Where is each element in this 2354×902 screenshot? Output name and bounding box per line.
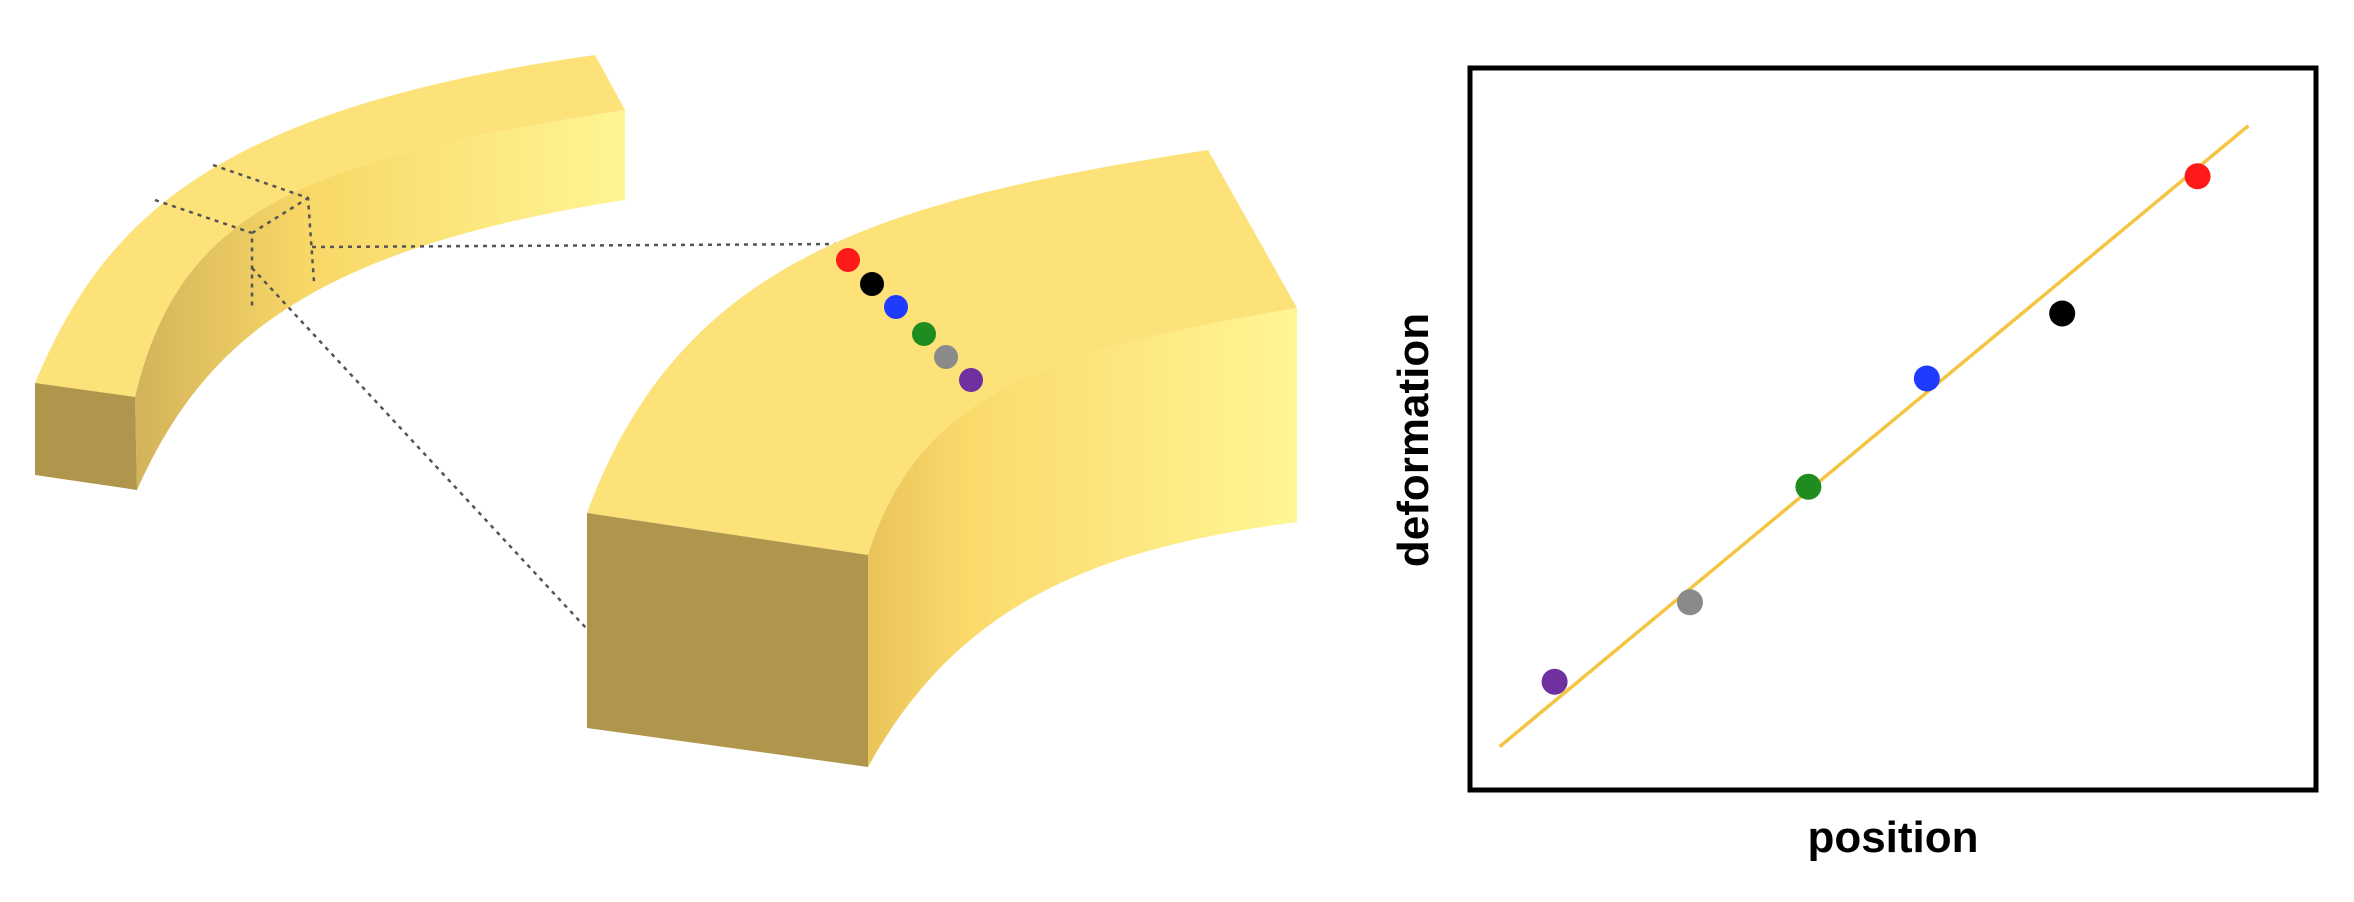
data-point-3 xyxy=(1795,473,1822,500)
small-curved-beam xyxy=(35,55,625,490)
surface-marker-red xyxy=(836,248,860,272)
fit-line xyxy=(1498,124,2250,749)
data-point-1 xyxy=(1541,668,1568,695)
small-beam-end-face xyxy=(35,383,137,490)
data-point-6 xyxy=(2184,163,2211,190)
large-curved-beam xyxy=(587,150,1297,767)
large-beam-side-face xyxy=(868,308,1297,767)
large-beam-end-face xyxy=(587,513,868,767)
surface-marker-black xyxy=(860,272,884,296)
chart-points xyxy=(1541,163,2211,695)
surface-marker-blue xyxy=(884,295,908,319)
data-point-2 xyxy=(1676,589,1703,616)
surface-markers xyxy=(836,248,983,392)
data-point-5 xyxy=(2049,300,2076,327)
surface-marker-gray xyxy=(934,345,958,369)
small-beam-top-face xyxy=(35,55,625,397)
surface-marker-green xyxy=(912,322,936,346)
y-axis-label: deformation xyxy=(1389,313,1438,567)
zoom-guide-bottom xyxy=(251,267,587,629)
zoom-guides xyxy=(251,242,841,629)
small-beam-side-face xyxy=(135,110,625,490)
zoom-guide-top xyxy=(311,242,841,249)
data-point-4 xyxy=(1913,365,1940,392)
small-beam-section-outline xyxy=(154,163,316,310)
surface-marker-purple xyxy=(959,368,983,392)
deformation-chart: position deformation xyxy=(1389,65,2319,862)
x-axis-label: position xyxy=(1807,813,1978,862)
